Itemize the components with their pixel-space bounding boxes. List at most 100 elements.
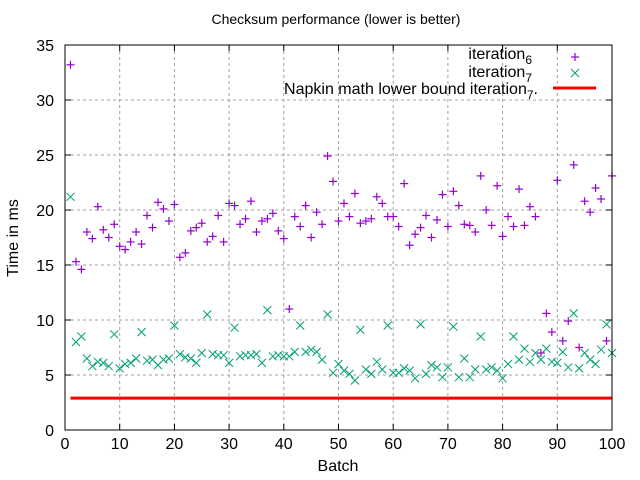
legend-suffix: . [534,81,538,98]
data-point [82,354,92,363]
x-tick-label: 20 [166,436,184,453]
data-point [170,200,179,209]
data-point [241,214,250,223]
data-point [148,223,157,232]
data-point [208,349,218,359]
data-point [219,237,228,246]
data-point [520,344,529,353]
data-point [356,325,365,335]
y-axis-ticks: 0 5 10 15 20 25 30 35 [36,38,612,440]
data-point [536,355,546,364]
data-point [339,199,348,208]
data-point [350,189,359,198]
data-point [334,217,343,225]
data-point [580,197,589,206]
data-point [273,350,283,360]
data-point [180,353,190,362]
data-point [301,201,310,210]
data-point [504,212,513,221]
data-point [230,323,239,333]
data-point [459,354,469,363]
data-point [498,232,507,241]
data-point [66,192,75,202]
x-tick-label: 0 [61,436,70,453]
data-point [312,208,321,217]
data-point [596,345,606,355]
svg-text:iteration6: iteration6 [468,46,532,67]
data-point [153,198,162,207]
data-point [115,364,125,373]
data-point [389,212,398,221]
x-axis-ticks: 0 10 20 30 40 50 60 70 80 90 100 [61,45,626,453]
data-point [345,369,354,379]
data-point [575,343,584,352]
x-tick-label: 100 [599,436,626,453]
legend-item-iteration6: iteration6 [468,46,579,67]
data-point [449,187,458,196]
data-point [312,347,321,357]
data-point [580,348,590,358]
data-point [142,356,152,366]
data-point [356,219,365,228]
data-point [432,362,442,372]
data-point [569,309,579,318]
data-point [121,245,130,254]
legend-label: Napkin math lower bound iteration [284,81,527,98]
data-point [186,226,195,235]
y-tick-label: 10 [36,313,54,330]
legend-marker-glyph [571,53,579,61]
data-point [350,376,360,385]
data-point [372,357,382,367]
data-point [126,237,135,246]
svg-text:Napkin math lower bound iterat: Napkin math lower bound iteration7. [284,81,538,102]
data-point [372,192,381,201]
data-point [225,199,234,208]
data-point [427,360,436,370]
series-iteration6 [66,60,616,357]
data-point [318,220,327,229]
data-point [307,233,316,242]
legend-marker-plus [571,53,579,61]
data-point [411,230,420,239]
data-point [268,209,277,218]
data-point [175,253,184,262]
data-point [131,354,141,363]
data-point [569,160,578,169]
data-point [77,332,86,341]
data-point [602,336,611,345]
data-point [263,305,272,315]
data-point [246,197,255,206]
data-point [104,233,113,242]
x-tick-label: 40 [275,436,293,453]
data-point [170,321,179,330]
data-point [514,355,524,364]
data-point [284,351,294,361]
y-tick-label: 5 [45,368,54,385]
data-point [503,359,513,369]
data-point [482,206,491,214]
data-point [329,177,338,186]
x-axis-label: Batch [318,458,359,475]
data-point [99,225,108,234]
data-point [164,354,174,363]
data-point [82,228,91,236]
legend-subscript: 7 [525,71,532,85]
data-point [137,240,146,249]
data-point [197,348,207,358]
data-point [93,202,102,211]
data-point [98,358,108,368]
data-point [470,365,480,374]
data-point [235,351,245,361]
data-point [481,365,491,374]
data-point [438,190,447,199]
data-point [126,358,135,368]
data-point [563,362,573,372]
data-point [191,358,201,368]
data-point [257,217,266,225]
data-point [175,349,185,359]
x-tick-label: 50 [330,436,348,453]
data-point [317,355,327,364]
data-point [104,361,114,371]
data-point [219,350,228,360]
data-point [77,265,86,274]
